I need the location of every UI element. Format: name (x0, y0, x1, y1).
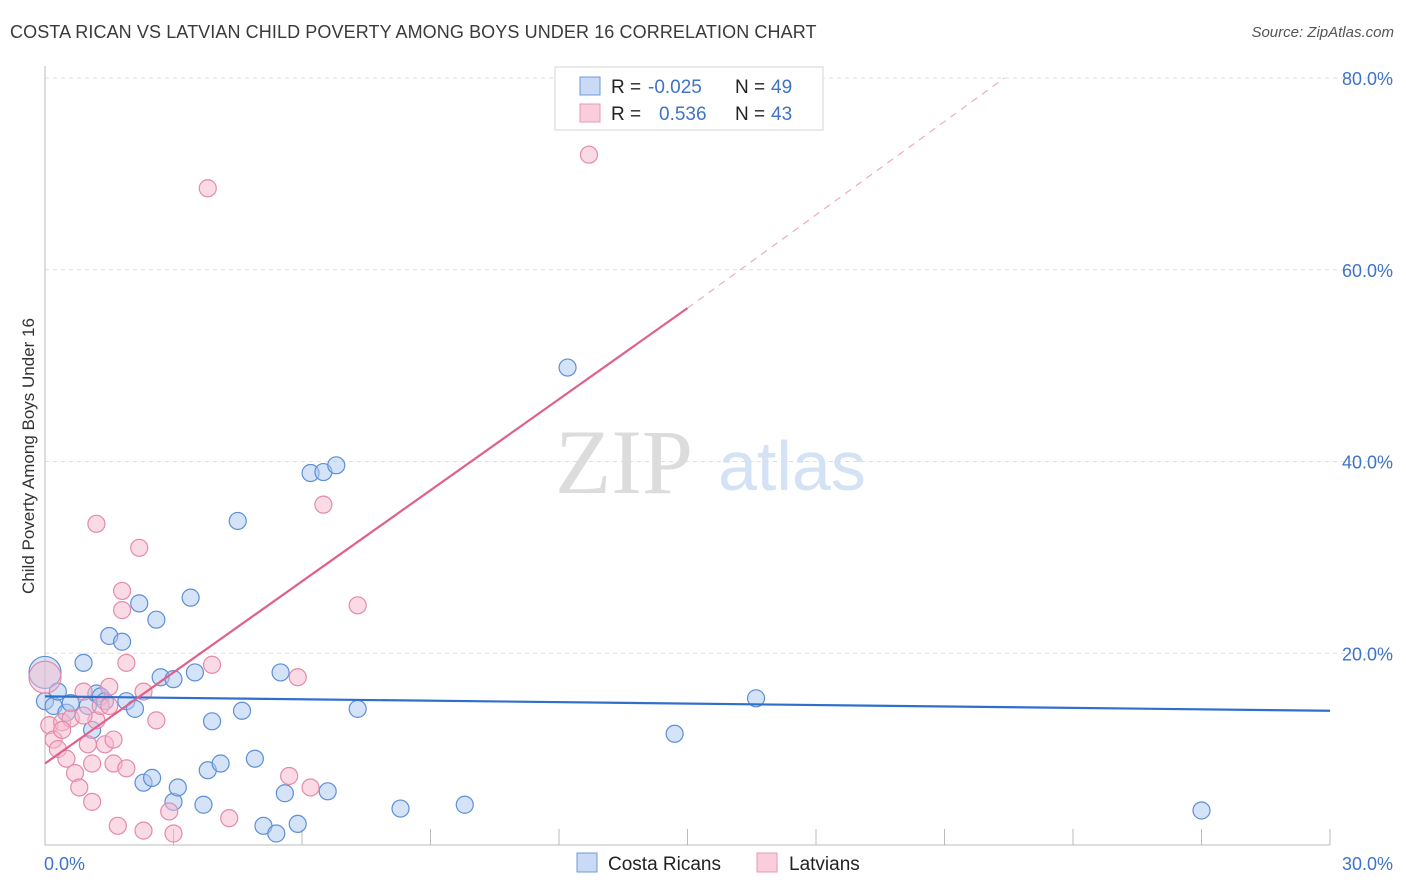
watermark-atlas: atlas (718, 427, 866, 505)
legend-r-label-1: R = (611, 77, 641, 98)
costa-ricans-trend-line (44, 695, 1331, 712)
y-tick-label-80: 80.0% (1342, 69, 1393, 89)
series-swatch-latvians (756, 852, 778, 873)
costa-ricans-point-25 (185, 663, 205, 682)
latvians-point-27 (134, 821, 153, 840)
legend-r-label-2: R = (611, 104, 641, 125)
latvians-point-0 (28, 660, 62, 694)
costa-ricans-point-41 (327, 456, 346, 475)
legend-n-label-2: N = (735, 104, 765, 125)
latvians-points (28, 145, 599, 843)
latvians-point-36 (288, 668, 307, 687)
series-legend: Costa Ricans Latvians (576, 852, 860, 875)
x-tick-label-max: 30.0% (1342, 854, 1393, 874)
series-swatch-costa-ricans (576, 852, 598, 873)
series-label-latvians: Latvians (789, 854, 860, 875)
costa-ricans-point-37 (288, 814, 307, 834)
costa-ricans-point-35 (271, 663, 290, 682)
costa-ricans-point-23 (168, 778, 187, 797)
stats-legend: R = -0.025 N = 49 R = 0.536 N = 43 (554, 66, 824, 131)
latvians-point-40 (579, 145, 599, 164)
costa-ricans-point-26 (194, 795, 213, 814)
costa-ricans-point-18 (142, 768, 162, 787)
costa-ricans-point-48 (1192, 801, 1211, 820)
costa-ricans-point-45 (558, 358, 577, 377)
costa-ricans-point-36 (275, 784, 294, 803)
latvians-point-35 (280, 766, 299, 786)
latvians-point-11 (83, 792, 102, 811)
costa-ricans-point-42 (348, 699, 367, 718)
legend-n-value-costa-ricans: 49 (771, 77, 792, 98)
legend-n-label-1: N = (735, 77, 765, 98)
latvians-point-31 (164, 824, 183, 843)
costa-ricans-point-46 (665, 724, 684, 743)
latvians-trend-extension (687, 77, 1005, 309)
costa-ricans-point-44 (455, 795, 474, 814)
costa-ricans-point-28 (202, 712, 222, 731)
y-tick-label-40: 40.0% (1342, 453, 1393, 473)
chart-title: COSTA RICAN VS LATVIAN CHILD POVERTY AMO… (10, 22, 817, 42)
latvians-point-23 (112, 601, 132, 620)
costa-ricans-point-24 (181, 588, 200, 607)
latvians-point-33 (202, 655, 222, 674)
latvians-point-24 (117, 653, 136, 672)
latvians-point-14 (87, 514, 106, 533)
legend-r-value-costa-ricans: -0.025 (648, 77, 702, 98)
costa-ricans-points (28, 358, 1211, 843)
gridlines (45, 77, 1392, 654)
latvians-point-12 (83, 754, 102, 773)
legend-swatch-latvians (579, 103, 601, 123)
latvians-trend-line (44, 307, 689, 765)
costa-ricans-point-16 (130, 594, 149, 613)
x-tick-label-min: 0.0% (44, 854, 85, 874)
latvians-point-19 (104, 730, 123, 749)
latvians-point-18 (100, 696, 119, 716)
latvians-point-42 (74, 706, 93, 725)
y-tick-label-60: 60.0% (1342, 261, 1393, 281)
latvians-point-30 (160, 802, 179, 821)
legend-swatch-costa-ricans (579, 76, 601, 96)
trend-lines (44, 77, 1331, 765)
y-tick-label-20: 20.0% (1342, 644, 1393, 664)
costa-ricans-point-6 (74, 653, 93, 672)
latvians-point-38 (314, 495, 333, 514)
legend-r-value-latvians: 0.536 (659, 104, 707, 125)
costa-ricans-point-13 (112, 632, 132, 651)
latvians-point-34 (220, 809, 239, 828)
latvians-point-21 (108, 816, 127, 835)
costa-ricans-point-0 (28, 655, 62, 690)
latvians-point-17 (100, 677, 119, 696)
costa-ricans-point-47 (746, 689, 766, 708)
costa-ricans-point-43 (391, 799, 410, 818)
chart-source: Source: ZipAtlas.com (1251, 24, 1394, 41)
costa-ricans-point-29 (211, 754, 230, 773)
latvians-point-26 (130, 538, 149, 557)
costa-ricans-point-31 (232, 701, 252, 720)
watermark: ZIP atlas (555, 411, 866, 513)
latvians-point-41 (53, 720, 72, 740)
latvians-point-37 (301, 778, 320, 797)
costa-ricans-point-40 (318, 782, 337, 801)
costa-ricans-point-19 (147, 610, 166, 629)
tick-labels: 20.0% 40.0% 60.0% 80.0% 0.0% 30.0% (44, 69, 1393, 874)
costa-ricans-point-34 (267, 824, 286, 843)
latvians-point-22 (112, 581, 132, 601)
latvians-point-29 (147, 711, 166, 730)
series-label-costa-ricans: Costa Ricans (608, 854, 721, 875)
costa-ricans-point-30 (228, 511, 247, 531)
legend-n-value-latvians: 43 (771, 104, 792, 125)
latvians-point-8 (70, 778, 89, 797)
costa-ricans-point-32 (245, 749, 264, 768)
latvians-point-32 (198, 179, 217, 198)
latvians-point-25 (117, 759, 136, 778)
y-axis-title: Child Poverty Among Boys Under 16 (19, 318, 38, 594)
latvians-point-39 (348, 596, 367, 615)
latvians-point-5 (57, 749, 76, 768)
